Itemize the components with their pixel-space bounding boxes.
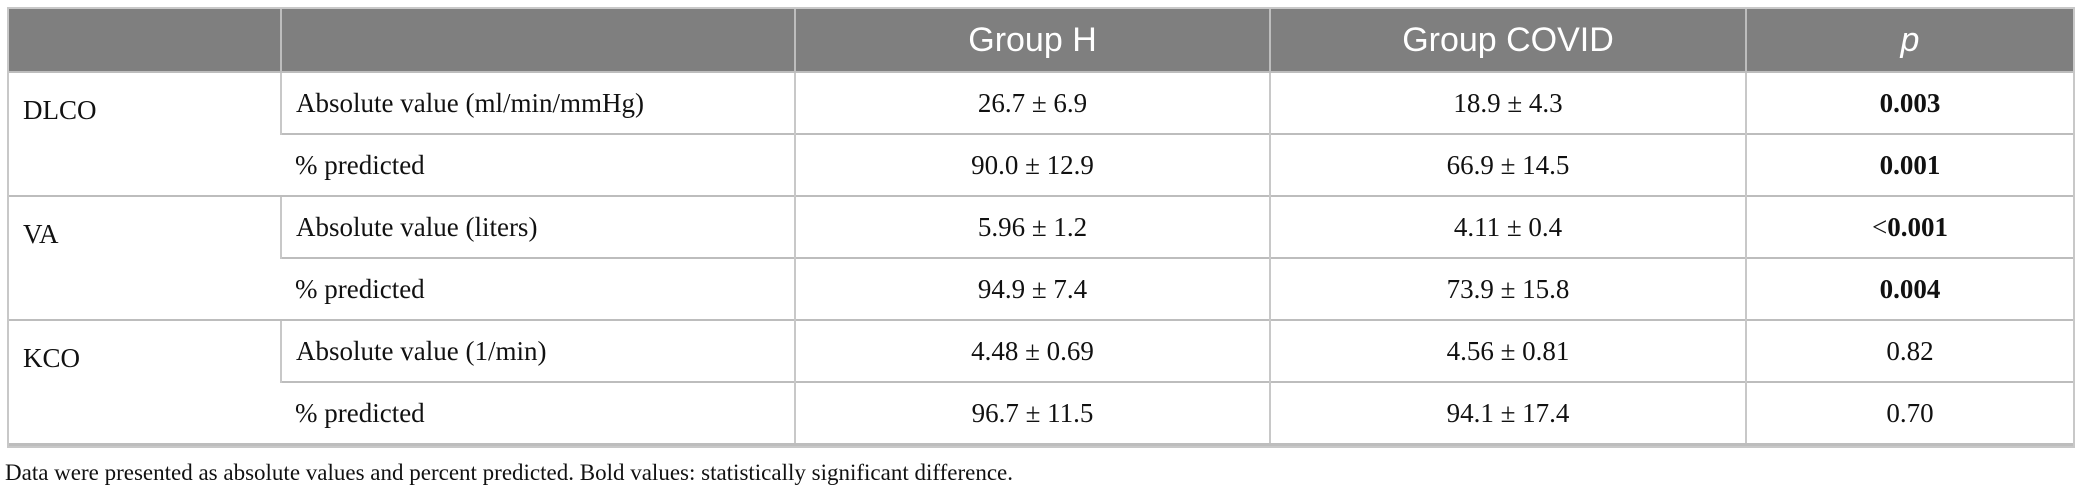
measure-cell: % predicted [281, 257, 795, 320]
group-h-cell: 90.0 ± 12.9 [794, 133, 1270, 196]
group-h-cell: 26.7 ± 6.9 [794, 71, 1270, 134]
group-label-va: VA [9, 195, 281, 320]
table-footnote: Data were presented as absolute values a… [5, 460, 1014, 485]
group-h-cell: 96.7 ± 11.5 [794, 381, 1270, 445]
table-row: % predicted 96.7 ± 11.5 94.1 ± 17.4 0.70 [9, 381, 2073, 445]
group-covid-cell: 18.9 ± 4.3 [1269, 71, 1746, 134]
p-value: 0.003 [1879, 87, 1941, 118]
group-label-dlco: DLCO [9, 71, 281, 196]
group-h-cell: 94.9 ± 7.4 [794, 257, 1270, 320]
group-covid-cell: 4.11 ± 0.4 [1269, 195, 1746, 258]
p-value-cell: 0.70 [1745, 381, 2073, 445]
table-row: KCO Absolute value (1/min) 4.48 ± 0.69 4… [9, 319, 2073, 445]
p-value-cell: 0.001 [1745, 133, 2073, 196]
results-table: Group H Group COVID p DLCO Absolute valu… [9, 9, 2073, 446]
header-row: Group H Group COVID p [9, 9, 2073, 72]
header-group-h: Group H [794, 9, 1270, 72]
group-covid-cell: 66.9 ± 14.5 [1269, 133, 1746, 196]
header-measure [280, 9, 795, 72]
measure-cell: Absolute value (1/min) [280, 319, 795, 382]
p-value-cell: 0.003 [1745, 71, 2073, 134]
group-h-cell: 4.48 ± 0.69 [794, 319, 1270, 382]
group-h-cell: 5.96 ± 1.2 [794, 195, 1270, 258]
p-value: 0.70 [1886, 397, 1934, 428]
p-value: 0.001 [1879, 149, 1941, 180]
header-p-value: p [1745, 9, 2073, 72]
header-group-covid: Group COVID [1269, 9, 1746, 72]
p-value-cell: <0.001 [1745, 195, 2073, 258]
p-value: 0.001 [1887, 211, 1948, 242]
group-covid-cell: 73.9 ± 15.8 [1269, 257, 1746, 320]
group-covid-cell: 4.56 ± 0.81 [1269, 319, 1746, 382]
p-value: 0.004 [1879, 273, 1941, 304]
p-value: 0.82 [1886, 335, 1934, 366]
table-row: % predicted 90.0 ± 12.9 66.9 ± 14.5 0.00… [9, 133, 2073, 196]
measure-cell: % predicted [281, 133, 795, 196]
header-group [9, 9, 281, 72]
table-row: % predicted 94.9 ± 7.4 73.9 ± 15.8 0.004 [9, 257, 2073, 320]
p-value-cell: 0.004 [1745, 257, 2073, 320]
measure-cell: Absolute value (ml/min/mmHg) [280, 71, 795, 134]
table-row: DLCO Absolute value (ml/min/mmHg) 26.7 ±… [9, 71, 2073, 196]
group-label-kco: KCO [9, 319, 281, 445]
measure-cell: % predicted [281, 381, 795, 445]
group-covid-cell: 94.1 ± 17.4 [1269, 381, 1746, 445]
results-table-container: Group H Group COVID p DLCO Absolute valu… [7, 7, 2075, 448]
p-prefix: < [1872, 211, 1888, 242]
p-value-cell: 0.82 [1745, 319, 2073, 382]
table-row: VA Absolute value (liters) 5.96 ± 1.2 4.… [9, 195, 2073, 320]
measure-cell: Absolute value (liters) [280, 195, 795, 258]
